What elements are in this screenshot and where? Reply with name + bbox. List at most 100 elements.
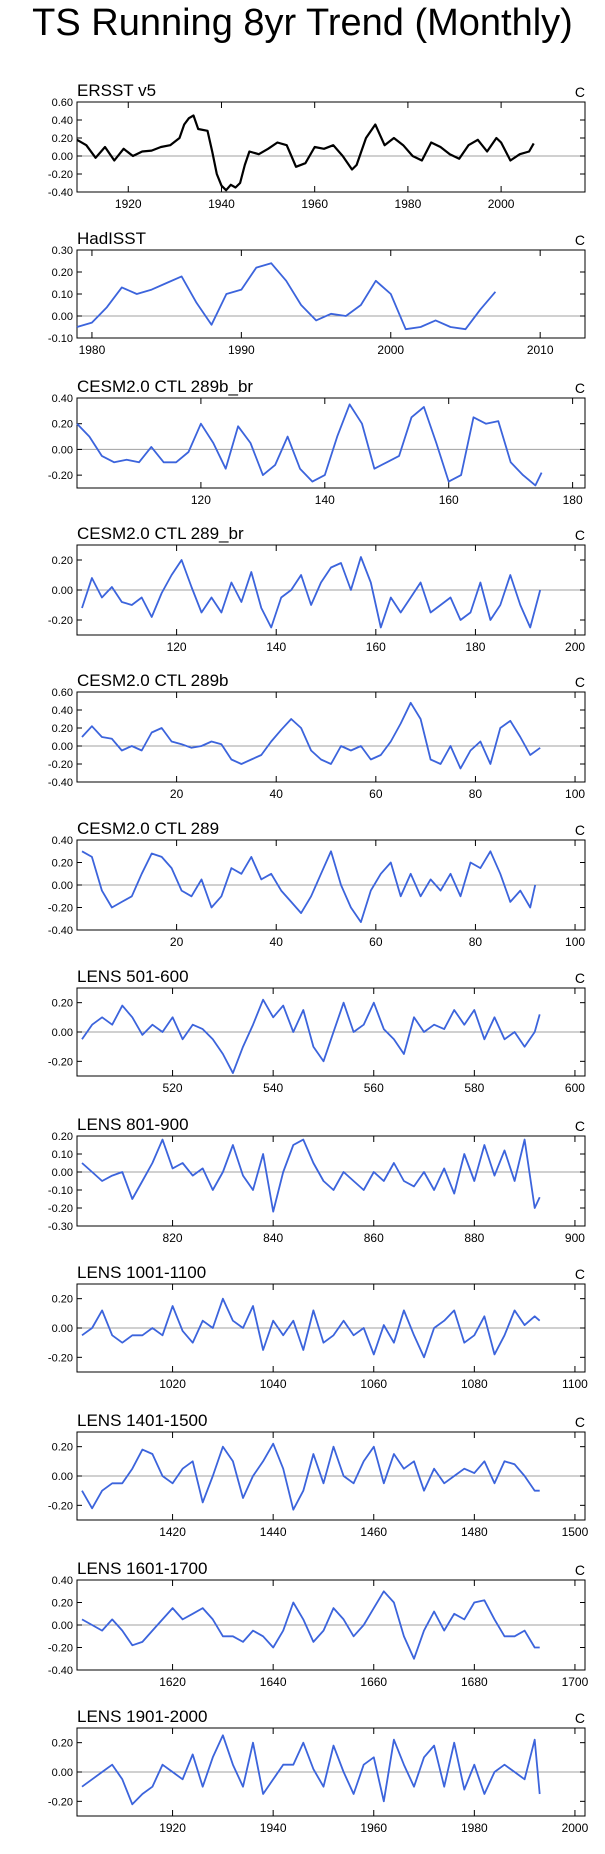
- chart-title: HadISST: [77, 229, 146, 248]
- series-line: [81, 1138, 541, 1213]
- x-tick-label: 1660: [360, 1675, 387, 1689]
- chart-panel: LENS 801-900 C -0.30 -0.20 -0.10 0.00 0.10 0.20…: [48, 1115, 586, 1245]
- x-tick-label: 2000: [562, 1821, 589, 1835]
- y-tick-label: -0.40: [48, 777, 73, 789]
- x-tick-label: 1940: [260, 1821, 287, 1835]
- y-tick-label: 0.00: [52, 311, 73, 323]
- chart-panel: LENS 1001-1100 C -0.20 0.00 0.20 1020 1040 1060…: [48, 1263, 588, 1391]
- x-tick-label: 100: [565, 787, 585, 801]
- chart-title: CESM2.0 CTL 289b_br: [77, 377, 253, 396]
- x-tick-label: 2000: [488, 197, 515, 211]
- x-tick-label: 880: [464, 1231, 484, 1245]
- x-tick-label: 160: [366, 640, 386, 654]
- chart-panel: CESM2.0 CTL 289_br C -0.20 0.00 0.20 120 140 16…: [48, 524, 586, 654]
- y-tick-label: 0.40: [52, 1575, 73, 1587]
- y-tick-label: -0.20: [48, 1643, 73, 1655]
- y-tick-label: -0.40: [48, 187, 73, 199]
- x-tick-label: 560: [364, 1081, 384, 1095]
- x-tick-label: 1460: [360, 1525, 387, 1539]
- y-tick-label: -0.20: [48, 470, 73, 482]
- series-line: [81, 556, 542, 629]
- x-tick-label: 1680: [461, 1675, 488, 1689]
- x-tick-label: 1980: [461, 1821, 488, 1835]
- x-tick-label: 80: [469, 787, 483, 801]
- x-tick-label: 1940: [208, 197, 235, 211]
- x-tick-label: 80: [469, 935, 483, 949]
- y-tick-label: 0.60: [52, 97, 73, 109]
- chart-title: LENS 1601-1700: [77, 1559, 207, 1578]
- x-tick-label: 1990: [228, 343, 255, 357]
- y-tick-label: 0.00: [52, 585, 73, 597]
- series-line: [81, 1297, 541, 1359]
- y-tick-label: -0.20: [48, 615, 73, 627]
- chart-panel: LENS 1601-1700 C -0.40 -0.20 0.00 0.20 0.40 162…: [48, 1559, 589, 1689]
- series-line: [81, 701, 541, 770]
- x-tick-label: 180: [465, 640, 485, 654]
- x-tick-label: 100: [565, 935, 585, 949]
- x-tick-label: 1920: [159, 1821, 186, 1835]
- chart-unit-label: C: [575, 380, 585, 396]
- plot-frame: [76, 397, 586, 489]
- plot-frame: [76, 691, 586, 783]
- x-tick-label: 860: [364, 1231, 384, 1245]
- x-tick-label: 1040: [260, 1377, 287, 1391]
- chart-unit-label: C: [575, 674, 585, 690]
- y-tick-label: -0.40: [48, 1665, 73, 1677]
- x-tick-label: 540: [263, 1081, 283, 1095]
- y-tick-label: 0.20: [52, 998, 73, 1010]
- y-tick-label: -0.20: [48, 1056, 73, 1068]
- chart-title: CESM2.0 CTL 289: [77, 819, 219, 838]
- series-line: [81, 1442, 540, 1511]
- chart-title: LENS 1401-1500: [77, 1411, 207, 1430]
- chart-panel: LENS 1401-1500 C -0.20 0.00 0.20 1420 1440 1460…: [48, 1411, 589, 1539]
- x-tick-label: 1420: [159, 1525, 186, 1539]
- series-line: [81, 998, 541, 1074]
- x-tick-label: 1020: [159, 1377, 186, 1391]
- chart-title: LENS 501-600: [77, 967, 189, 986]
- y-tick-label: 0.00: [52, 1323, 73, 1335]
- chart-unit-label: C: [575, 822, 585, 838]
- x-tick-label: 840: [263, 1231, 283, 1245]
- x-tick-label: 1080: [461, 1377, 488, 1391]
- y-tick-label: 0.20: [52, 1131, 73, 1143]
- x-tick-label: 1500: [562, 1525, 589, 1539]
- y-tick-label: -0.20: [48, 1796, 73, 1808]
- x-tick-label: 1980: [79, 343, 106, 357]
- chart-unit-label: C: [575, 232, 585, 248]
- y-tick-label: 0.20: [52, 1598, 73, 1610]
- x-tick-label: 20: [170, 787, 184, 801]
- chart-unit-label: C: [575, 1710, 585, 1726]
- series-line: [81, 850, 537, 923]
- x-tick-label: 140: [266, 640, 286, 654]
- y-tick-label: -0.20: [48, 759, 73, 771]
- x-tick-label: 1440: [260, 1525, 287, 1539]
- y-tick-label: -0.20: [48, 903, 73, 915]
- x-tick-label: 2010: [527, 343, 554, 357]
- y-tick-label: 0.00: [52, 1027, 73, 1039]
- chart-panel: LENS 501-600 C -0.20 0.00 0.20 520 540 560 580 60…: [48, 967, 586, 1095]
- y-tick-label: 0.00: [52, 1620, 73, 1632]
- plot-frame: [76, 1135, 586, 1227]
- y-tick-label: 0.00: [52, 151, 73, 163]
- y-tick-label: 0.40: [52, 835, 73, 847]
- chart-panel: HadISST C -0.10 0.00 0.10 0.20 0.30 1980 1990 200…: [48, 229, 586, 357]
- x-tick-label: 40: [270, 787, 284, 801]
- x-tick-label: 1980: [395, 197, 422, 211]
- x-tick-label: 20: [170, 935, 184, 949]
- y-tick-label: 0.00: [52, 1767, 73, 1779]
- x-tick-label: 1960: [301, 197, 328, 211]
- x-tick-label: 1640: [260, 1675, 287, 1689]
- y-tick-label: -0.20: [48, 1352, 73, 1364]
- y-tick-label: 0.20: [52, 1738, 73, 1750]
- x-tick-label: 520: [163, 1081, 183, 1095]
- x-tick-label: 580: [464, 1081, 484, 1095]
- y-tick-label: -0.30: [48, 1221, 73, 1233]
- x-tick-label: 1960: [360, 1821, 387, 1835]
- x-tick-label: 120: [191, 493, 211, 507]
- y-tick-label: 0.00: [52, 880, 73, 892]
- x-tick-label: 180: [563, 493, 583, 507]
- chart-unit-label: C: [575, 1118, 585, 1134]
- series-line: [81, 1734, 541, 1806]
- x-tick-label: 2000: [377, 343, 404, 357]
